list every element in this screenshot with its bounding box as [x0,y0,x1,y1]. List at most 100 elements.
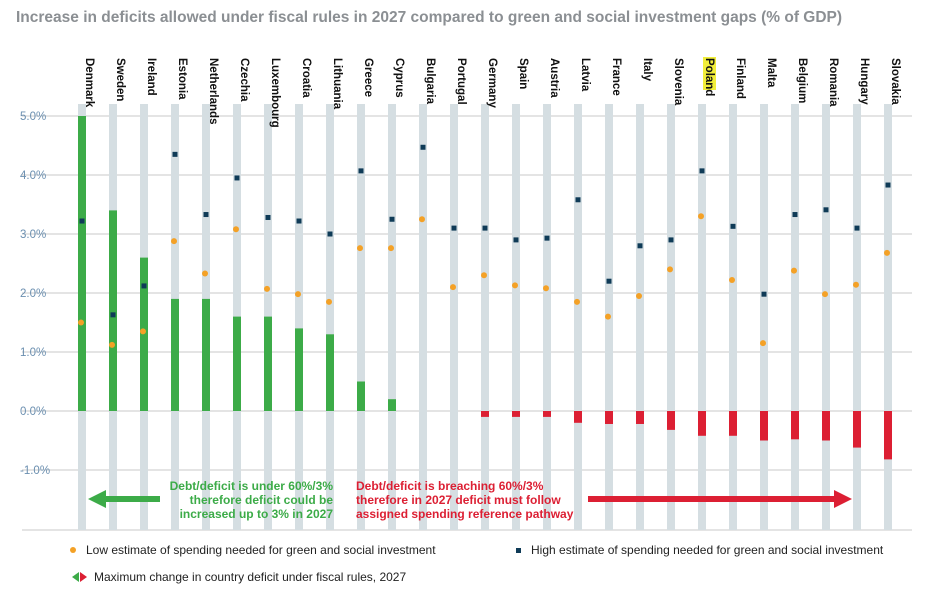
low-estimate-point [295,291,301,298]
deficit-bar [171,298,179,411]
deficit-bar [822,411,830,441]
low-estimate-point [202,270,208,277]
low-estimate-point [884,249,890,256]
high-estimate-point [327,231,333,237]
low-estimate-point [791,267,797,274]
country-column [481,104,489,530]
low-estimate-point [853,281,859,288]
country-label-text: Croatia [300,58,312,98]
country-label: Latvia [579,58,591,92]
country-column [791,104,799,530]
country-label-text: Hungary [858,58,870,105]
low-estimate-point [605,313,611,320]
country-label-text: Malta [765,58,777,88]
country-label-text: Finland [734,58,746,99]
y-tick-label: 0.0% [20,406,46,418]
legend-high-label: High estimate of spending needed for gre… [531,543,884,557]
country-label-text: Slovenia [672,58,684,106]
low-estimate-point [264,285,270,292]
low-estimate-point [450,284,456,291]
low-estimate-point [326,298,332,305]
high-estimate-point [854,225,860,231]
deficit-bar [729,411,737,436]
country-label: Denmark [83,58,95,108]
country-label: Estonia [176,58,188,100]
low-estimate-point [512,282,518,289]
low-estimate-point [419,216,425,223]
legend-high: High estimate of spending needed for gre… [516,543,883,557]
red-annotation-line-1: Debt/deficit is breaching 60%/3% [356,479,544,493]
y-tick-label: -1.0% [20,465,50,477]
low-estimate-point [667,266,673,273]
country-label: Germany [486,58,498,108]
country-label-text: Bulgaria [424,58,436,105]
high-estimate-point [79,218,85,224]
annotations: Debt/deficit is under 60%/3% therefore d… [88,479,852,521]
high-estimate-point [110,312,116,318]
country-label-text: Sweden [114,58,126,101]
deficit-bar [109,210,117,411]
deficit-bar [636,411,644,424]
country-label: Netherlands [207,58,219,124]
green-annotation-line-1: Debt/deficit is under 60%/3% [170,479,334,493]
high-estimate-point [265,214,271,220]
high-estimate-point [792,212,798,218]
high-estimate-square-icon [516,547,521,553]
y-tick-label: 5.0% [20,111,46,123]
country-label-text: Portugal [455,58,467,105]
country-label-text: Latvia [579,58,591,92]
country-label-text: Netherlands [207,58,219,124]
deficit-bar [605,411,613,424]
red-annotation-line-3: assigned spending reference pathway [356,507,574,521]
country-label-text: Luxembourg [269,58,281,128]
country-label: Lithuania [331,58,343,110]
country-columns [78,104,892,530]
deficit-bar [481,411,489,417]
country-column [512,104,520,530]
country-label: Ireland [145,58,157,96]
country-label-text: Estonia [176,58,188,100]
country-label-text: Spain [517,58,529,89]
country-column [295,104,303,530]
country-label-text: Romania [827,58,839,107]
high-estimate-point [234,175,240,181]
deficit-bar [202,298,210,411]
low-estimate-point [543,285,549,292]
country-labels: Denmark Sweden Ireland Estonia Netherlands Cz… [83,57,901,128]
deficit-bar [264,316,272,411]
deficit-bar [512,411,520,417]
legend-low-label: Low estimate of spending needed for gree… [86,543,436,557]
country-label-text: Denmark [83,58,95,108]
country-label-text: France [610,58,622,96]
country-column [884,104,892,530]
low-estimate-point [388,245,394,252]
investment-markers [78,144,891,348]
deficit-bar [388,399,396,411]
low-estimate-point [729,277,735,284]
country-label: Cyprus [393,58,405,98]
country-column [667,104,675,530]
deficit-bar [233,316,241,411]
country-label: Spain [517,58,529,89]
high-estimate-point [699,168,705,174]
low-estimate-point [109,341,115,348]
country-label: Croatia [300,58,312,98]
country-label: Slovakia [889,58,901,105]
high-estimate-point [637,243,643,249]
low-estimate-point [78,319,84,326]
country-label-text: Poland [703,58,715,96]
country-label: Portugal [455,58,467,105]
red-annotation-line-2: therefore in 2027 deficit must follow [356,493,561,507]
country-column [450,104,458,530]
high-estimate-point [544,235,550,241]
legend-arrows: Maximum change in country deficit under … [72,570,406,584]
high-estimate-point [575,197,581,203]
chart-title: Increase in deficits allowed under fisca… [16,9,843,26]
country-column [574,104,582,530]
double-arrow-icon [72,572,88,582]
high-estimate-point [141,283,147,289]
country-label: Sweden [114,58,126,101]
high-estimate-point [606,278,612,284]
country-label: France [610,58,622,96]
